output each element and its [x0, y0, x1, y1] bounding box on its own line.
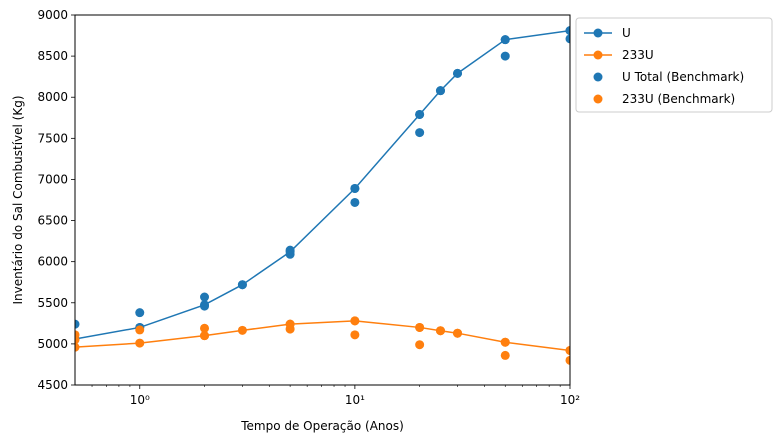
- plot-area: [75, 26, 570, 365]
- data-point: [565, 26, 570, 36]
- data-point: [500, 35, 510, 45]
- data-point: [500, 51, 510, 61]
- legend-marker: [593, 50, 603, 60]
- data-point: [75, 335, 80, 345]
- x-tick-label: 10⁰: [130, 393, 150, 407]
- legend-marker: [593, 28, 603, 38]
- data-point: [435, 326, 445, 336]
- legend-marker: [593, 94, 603, 104]
- data-point: [135, 308, 145, 318]
- y-axis-ticks: 4500 5000 5500 6000 6500 7000 7500 8000 8500 9000: [37, 8, 75, 392]
- data-point: [285, 319, 295, 329]
- data-point: [200, 323, 210, 333]
- data-point: [200, 292, 210, 302]
- data-point: [415, 340, 425, 350]
- data-point: [415, 322, 425, 332]
- y-tick-label: 5500: [37, 296, 68, 310]
- y-tick-label: 8000: [37, 90, 68, 104]
- y-tick-label: 5000: [37, 337, 68, 351]
- y-tick-label: 6500: [37, 214, 68, 228]
- data-point: [453, 328, 463, 338]
- x-axis-label: Tempo de Operação (Anos): [240, 419, 404, 433]
- legend-entry: U Total (Benchmark): [593, 70, 744, 84]
- data-point: [500, 350, 510, 360]
- legend-label: U: [622, 26, 631, 40]
- legend-label: 233U (Benchmark): [622, 92, 735, 106]
- x-tick-label: 10¹: [345, 393, 365, 407]
- y-tick-label: 9000: [37, 8, 68, 22]
- y-tick-label: 7000: [37, 172, 68, 186]
- legend-label: U Total (Benchmark): [622, 70, 744, 84]
- y-tick-label: 6000: [37, 255, 68, 269]
- data-point: [565, 34, 570, 44]
- legend-entry: 233U (Benchmark): [593, 92, 735, 106]
- data-point: [350, 197, 360, 207]
- data-point: [565, 345, 570, 355]
- data-point: [135, 338, 145, 348]
- legend-box: [575, 17, 773, 113]
- data-point: [237, 280, 247, 290]
- axes-frame: [74, 14, 571, 386]
- x-tick-label: 10²: [560, 393, 580, 407]
- data-point: [200, 301, 210, 311]
- legend-entry: 233U: [584, 48, 654, 62]
- y-tick-label: 7500: [37, 131, 68, 145]
- data-point: [75, 319, 80, 329]
- data-point: [565, 355, 570, 365]
- legend-label: 233U: [622, 48, 654, 62]
- data-point: [350, 330, 360, 340]
- y-tick-label: 8500: [37, 49, 68, 63]
- legend: U 233U U Total (Benchmark) 233U (Benchmark): [575, 17, 773, 113]
- series-2: [75, 26, 570, 332]
- data-point: [500, 337, 510, 347]
- legend-entry: U: [584, 26, 631, 40]
- series-3: [75, 316, 570, 365]
- data-point: [350, 316, 360, 326]
- data-point: [415, 109, 425, 119]
- data-point: [75, 342, 80, 352]
- data-point: [453, 68, 463, 78]
- data-point: [285, 245, 295, 255]
- data-point: [350, 183, 360, 193]
- legend-marker: [593, 72, 603, 82]
- data-point: [237, 325, 247, 335]
- data-point: [415, 128, 425, 138]
- y-tick-label: 4500: [37, 378, 68, 392]
- data-point: [135, 325, 145, 335]
- data-point: [200, 331, 210, 341]
- data-point: [435, 86, 445, 96]
- y-axis-label: Inventário do Sal Combustível (Kg): [11, 95, 25, 304]
